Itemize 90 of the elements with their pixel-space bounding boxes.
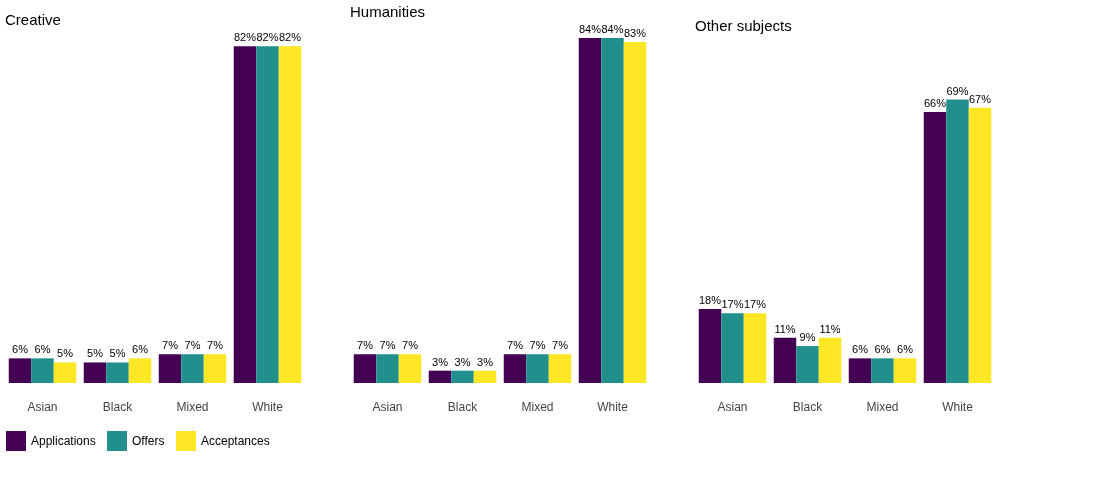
x-tick-label: Black (447, 399, 479, 414)
data-label: 5% (87, 347, 104, 360)
data-label: 84% (601, 23, 624, 35)
x-tick-label: Asian (27, 399, 58, 414)
data-label: 82% (256, 31, 279, 44)
bar (53, 362, 77, 383)
x-tick-label: Black (102, 399, 134, 414)
bar (796, 346, 819, 383)
bar (128, 358, 152, 383)
data-label: 6% (34, 343, 51, 356)
data-label: 18% (698, 294, 722, 307)
bar (893, 358, 917, 383)
bar (968, 107, 992, 383)
bar (376, 354, 399, 383)
data-label: 6% (132, 343, 149, 356)
x-tick-label: Mixed (176, 399, 209, 414)
bar (773, 337, 797, 383)
x-tick-label: White (942, 399, 974, 414)
bar (548, 354, 572, 383)
data-label: 3% (454, 355, 471, 368)
data-label: 6% (874, 343, 891, 356)
data-label: 7% (529, 339, 546, 352)
chart-title: Other subjects (695, 17, 792, 34)
bar (233, 46, 257, 383)
data-label: 17% (743, 298, 767, 311)
data-label: 7% (207, 339, 224, 352)
bar (578, 38, 602, 383)
bar (83, 362, 107, 383)
data-label: 7% (402, 339, 419, 352)
x-tick-label: Mixed (521, 399, 554, 414)
data-label: 11% (819, 322, 841, 335)
data-label: 82% (278, 31, 302, 44)
data-label: 5% (109, 347, 126, 360)
bar (473, 370, 497, 383)
x-tick-label: Asian (717, 399, 748, 414)
x-tick-label: Asian (372, 399, 403, 414)
legend-label: Acceptances (201, 434, 270, 448)
data-label: 6% (12, 343, 29, 356)
legend-label: Applications (31, 434, 96, 448)
bar (158, 354, 182, 383)
bar (203, 354, 227, 383)
data-label: 5% (57, 347, 74, 360)
bar (181, 354, 204, 383)
data-label: 6% (897, 343, 914, 356)
bar (278, 46, 302, 383)
bar (848, 358, 872, 383)
bar (946, 99, 969, 383)
bar (818, 337, 842, 383)
bar (256, 46, 279, 383)
bar (428, 370, 452, 383)
bar (623, 42, 647, 383)
bar (743, 313, 767, 383)
bar (721, 313, 744, 383)
x-tick-label: Mixed (866, 399, 899, 414)
data-label: 6% (852, 343, 869, 356)
bar (871, 358, 894, 383)
x-tick-label: White (252, 399, 284, 414)
data-label: 69% (946, 84, 969, 97)
chart-title: Creative (5, 11, 61, 29)
bar (698, 309, 722, 383)
data-label: 9% (799, 331, 816, 344)
x-tick-label: White (597, 399, 629, 414)
chart-title: Humanities (350, 3, 426, 20)
bar (398, 354, 422, 383)
data-label: 7% (162, 339, 179, 352)
data-label: 3% (432, 355, 449, 368)
data-label: 7% (379, 339, 396, 352)
data-label: 7% (184, 339, 201, 352)
bar (8, 358, 32, 383)
data-label: 82% (233, 31, 257, 44)
data-label: 66% (923, 96, 947, 109)
bar (106, 362, 129, 383)
data-label: 11% (774, 322, 796, 335)
bar (353, 354, 377, 383)
data-label: 83% (623, 27, 647, 40)
bar (503, 354, 527, 383)
bar (923, 111, 947, 383)
bar (31, 358, 54, 383)
data-label: 7% (552, 339, 569, 352)
x-tick-label: Black (792, 399, 824, 414)
data-label: 7% (507, 339, 524, 352)
data-label: 3% (477, 355, 494, 368)
data-label: 17% (721, 298, 744, 311)
bar (526, 354, 549, 383)
data-label: 67% (968, 92, 992, 105)
bar (601, 38, 624, 383)
bar (451, 370, 474, 383)
data-label: 84% (578, 23, 602, 35)
legend-label: Offers (132, 434, 165, 448)
data-label: 7% (357, 339, 374, 352)
